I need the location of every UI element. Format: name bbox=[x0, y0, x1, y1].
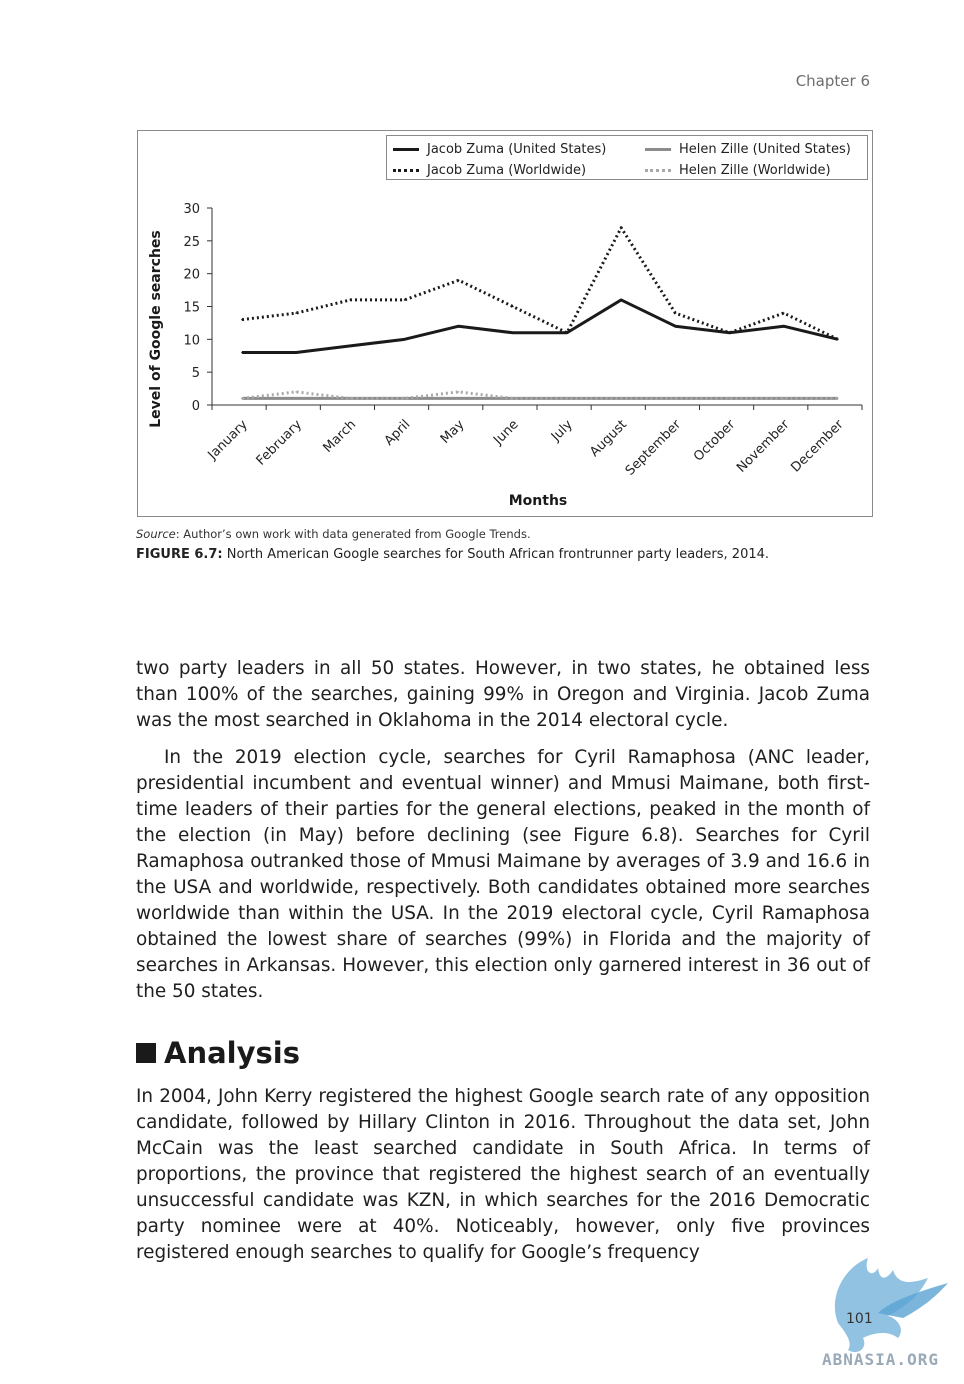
series-3-point-5 bbox=[512, 397, 514, 400]
chart-axes bbox=[211, 208, 862, 406]
line-chart: 0 5 10 15 20 25 30 January February March April May… bbox=[137, 130, 873, 517]
series-1-point-5 bbox=[512, 305, 514, 308]
series-0-point-3 bbox=[403, 338, 406, 341]
series-0-point-1 bbox=[295, 351, 297, 354]
y-tick-label-6: 30 bbox=[183, 202, 200, 217]
paragraph-3: In 2004, John Kerry registered the highe… bbox=[136, 1086, 870, 1263]
figure-source: Source: Author’s own work with data gene… bbox=[136, 527, 531, 541]
series-3-point-6 bbox=[566, 397, 568, 400]
y-tick-label-2: 10 bbox=[183, 333, 200, 348]
series-3-point-9 bbox=[728, 397, 731, 400]
series-0-point-10 bbox=[782, 325, 785, 327]
y-tick-label-1: 5 bbox=[192, 366, 200, 381]
series-0-point-8 bbox=[674, 325, 677, 327]
series-3-point-4 bbox=[457, 391, 460, 393]
series-2-point-1 bbox=[295, 397, 297, 400]
series-3-point-7 bbox=[620, 397, 622, 400]
legend-label-2: Helen Zille (United States) bbox=[679, 142, 851, 157]
series-1-point-3 bbox=[403, 299, 406, 301]
series-1-point-9 bbox=[728, 331, 731, 334]
chart-legend: Jacob Zuma (United States) Helen Zille (… bbox=[386, 135, 868, 180]
x-tick-label-3: April bbox=[382, 417, 414, 449]
heading-square-icon bbox=[136, 1043, 156, 1063]
x-tick-label-9: October bbox=[691, 417, 739, 465]
series-line-3 bbox=[241, 390, 838, 400]
series-3-point-3 bbox=[403, 397, 406, 400]
body-text-upper: two party leaders in all 50 states. Howe… bbox=[136, 656, 870, 1005]
caption-text: North American Google searches for South… bbox=[222, 547, 770, 562]
chart-plot-area: 0 5 10 15 20 25 30 January February March April May… bbox=[183, 202, 863, 479]
series-1-point-0 bbox=[241, 318, 243, 321]
watermark-text: ABNASIA.ORG bbox=[822, 1350, 939, 1369]
y-tick-label-0: 0 bbox=[192, 399, 200, 414]
x-tick-label-0: January bbox=[205, 417, 251, 463]
legend-swatch-3 bbox=[645, 169, 671, 172]
legend-item-3: Helen Zille (Worldwide) bbox=[645, 163, 831, 178]
x-tick-label-4: May bbox=[438, 417, 468, 447]
series-0-point-7 bbox=[620, 299, 622, 301]
paragraph-2: In the 2019 election cycle, searches for… bbox=[136, 747, 870, 1002]
x-tick-label-2: March bbox=[321, 417, 360, 456]
chapter-header: Chapter 6 bbox=[795, 72, 870, 90]
series-3-point-8 bbox=[674, 397, 677, 400]
series-line-0 bbox=[242, 298, 839, 354]
x-tick-label-8: September bbox=[623, 417, 685, 479]
series-0-point-5 bbox=[512, 331, 514, 334]
source-text: : Author’s own work with data generated … bbox=[175, 527, 531, 541]
x-tick-label-5: June bbox=[490, 417, 521, 448]
series-1-point-4 bbox=[457, 279, 460, 282]
figure-caption: FIGURE 6.7: North American Google search… bbox=[136, 547, 769, 562]
x-tick-label-6: July bbox=[548, 417, 576, 445]
watermark-griffin-icon bbox=[834, 1258, 948, 1353]
series-3-point-0 bbox=[241, 397, 243, 400]
legend-label-1: Jacob Zuma (Worldwide) bbox=[427, 163, 587, 178]
series-2-point-4 bbox=[457, 397, 460, 400]
series-3-point-2 bbox=[349, 397, 352, 400]
page-number: 101 bbox=[846, 1311, 873, 1327]
caption-label: FIGURE 6.7: bbox=[136, 547, 223, 562]
series-0-point-0 bbox=[241, 351, 243, 354]
x-tick-label-7: August bbox=[587, 417, 630, 460]
x-tick-label-11: December bbox=[788, 417, 847, 476]
series-1-point-10 bbox=[782, 312, 785, 314]
legend-swatch-2 bbox=[645, 148, 671, 151]
legend-swatch-0 bbox=[393, 148, 419, 151]
chart-series bbox=[241, 226, 839, 400]
series-3-point-1 bbox=[295, 391, 297, 393]
legend-label-0: Jacob Zuma (United States) bbox=[427, 142, 607, 157]
series-line-1 bbox=[241, 226, 839, 341]
series-1-point-1 bbox=[295, 312, 297, 314]
y-tick-label-5: 25 bbox=[183, 235, 200, 250]
y-tick-label-4: 20 bbox=[183, 268, 200, 283]
series-1-point-11 bbox=[837, 338, 839, 341]
body-text-lower: In 2004, John Kerry registered the highe… bbox=[136, 1084, 870, 1266]
legend-label-3: Helen Zille (Worldwide) bbox=[679, 163, 831, 178]
series-0-point-4 bbox=[457, 325, 460, 327]
legend-item-1: Jacob Zuma (Worldwide) bbox=[393, 163, 586, 178]
paragraph-1: two party leaders in all 50 states. Howe… bbox=[136, 658, 870, 731]
series-3-point-11 bbox=[837, 397, 839, 400]
legend-item-2: Helen Zille (United States) bbox=[645, 142, 851, 157]
y-axis-label: Level of Google searches bbox=[148, 230, 164, 428]
chart-ticks: 0 5 10 15 20 25 30 January February March April May… bbox=[183, 202, 863, 479]
series-3-point-10 bbox=[782, 397, 785, 400]
heading-title: Analysis bbox=[164, 1036, 300, 1070]
x-axis-label: Months bbox=[508, 493, 568, 509]
series-1-point-2 bbox=[349, 299, 352, 301]
x-tick-label-10: November bbox=[734, 417, 793, 476]
legend-item-0: Jacob Zuma (United States) bbox=[393, 142, 606, 157]
series-1-point-7 bbox=[620, 226, 622, 229]
x-tick-label-1: February bbox=[254, 417, 306, 469]
y-tick-label-3: 15 bbox=[183, 301, 200, 316]
legend-swatch-1 bbox=[393, 169, 419, 172]
series-1-point-6 bbox=[566, 331, 568, 334]
series-0-point-2 bbox=[349, 345, 352, 347]
series-1-point-8 bbox=[674, 312, 677, 314]
source-prefix: Source bbox=[136, 527, 176, 541]
section-heading: Analysis bbox=[136, 1036, 300, 1070]
